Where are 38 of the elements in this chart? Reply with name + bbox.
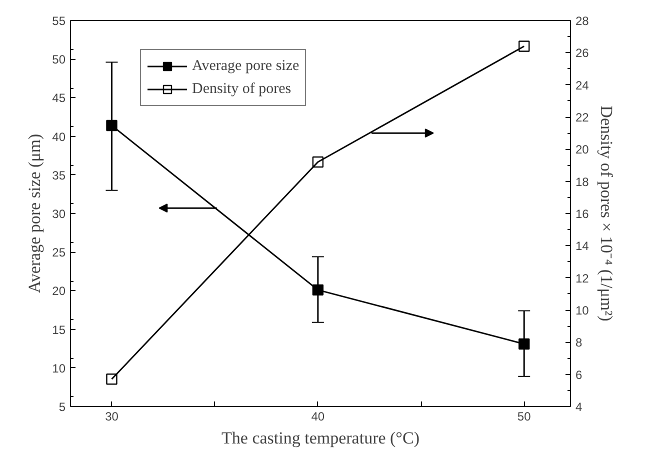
y-tick-label: 25	[52, 246, 66, 260]
y-tick-label: 20	[52, 284, 66, 298]
y2-tick-label: 16	[576, 207, 590, 221]
x-tick-label: 30	[105, 410, 119, 424]
y2-tick-label: 4	[576, 400, 582, 414]
y2-tick-label: 18	[576, 174, 590, 189]
y2-tick-label: 6	[576, 368, 582, 382]
y-tick-label: 45	[52, 91, 66, 106]
y-axis-title: Average pore size (μm)	[25, 134, 44, 294]
x-axis-title: The casting temperature (°C)	[222, 428, 420, 448]
y2-tick-label: 28	[576, 14, 590, 28]
y-tick-label: 50	[52, 52, 66, 67]
point	[518, 338, 530, 350]
point	[312, 284, 324, 296]
y2-tick-label: 26	[576, 46, 590, 60]
x-tick-label: 50	[517, 410, 532, 424]
point	[312, 156, 324, 168]
y-tick-label: 5	[58, 400, 66, 414]
y-tick-label: 10	[52, 361, 66, 376]
y2-tick-label: 14	[576, 239, 590, 254]
y2-tick-label: 10	[576, 304, 590, 318]
y-tick-label: 30	[52, 207, 66, 221]
legend-label: Density of pores	[192, 80, 292, 98]
point	[106, 120, 118, 132]
y2-tick-label: 12	[576, 271, 590, 286]
point	[106, 374, 118, 385]
y2-tick-label: 24	[576, 78, 590, 92]
y2-tick-label: 22	[576, 110, 590, 124]
y2-axis-title: Density of pores × 10⁻⁴ (1/μm²)	[596, 106, 616, 322]
y-tick-label: 35	[52, 168, 66, 182]
y-tick-label: 55	[52, 14, 66, 28]
point	[518, 40, 530, 52]
x-tick-label: 40	[311, 410, 325, 424]
y2-tick-label: 20	[576, 142, 590, 157]
y-tick-label: 40	[52, 130, 66, 144]
legend-label: Average pore size	[192, 58, 300, 74]
y-tick-label: 15	[52, 322, 66, 337]
y2-tick-label: 8	[576, 336, 582, 350]
